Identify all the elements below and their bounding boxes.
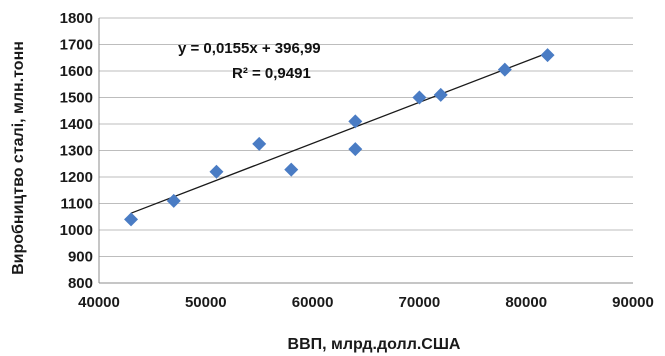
data-point bbox=[497, 62, 512, 77]
y-tick-label: 1700 bbox=[60, 37, 93, 54]
x-axis-title: ВВП, млрд.долл.США bbox=[288, 336, 461, 353]
y-tick-label: 1300 bbox=[60, 143, 93, 160]
y-tick-label: 900 bbox=[68, 249, 93, 266]
data-point bbox=[252, 136, 267, 151]
data-point bbox=[348, 142, 363, 157]
data-point bbox=[348, 114, 363, 129]
gridlines bbox=[99, 17, 633, 284]
x-tick-label: 70000 bbox=[399, 294, 441, 311]
y-axis-title: Виробництво сталі, млн.тонн bbox=[10, 41, 27, 275]
y-tick-labels: 800 900 1000 1100 1200 1300 1400 1500 1600 1700 18… bbox=[60, 10, 93, 292]
y-tick-label: 1100 bbox=[60, 196, 93, 213]
trendline-equation: y = 0,0155x + 396,99 bbox=[178, 40, 321, 57]
x-tick-label: 60000 bbox=[292, 294, 334, 311]
x-tick-labels: 40000 50000 60000 70000 80000 90000 bbox=[78, 294, 654, 311]
y-tick-label: 1400 bbox=[60, 116, 93, 133]
y-tick-label: 1000 bbox=[60, 222, 93, 239]
y-tick-label: 1600 bbox=[60, 63, 93, 80]
data-point bbox=[412, 90, 427, 105]
data-point bbox=[540, 48, 555, 63]
trendline bbox=[130, 52, 548, 214]
data-point bbox=[284, 162, 299, 177]
y-tick-label: 800 bbox=[68, 275, 93, 292]
x-tick-label: 50000 bbox=[185, 294, 227, 311]
y-tick-label: 1500 bbox=[60, 90, 93, 107]
y-tick-label: 1800 bbox=[60, 10, 93, 27]
data-point bbox=[124, 212, 139, 227]
y-tick-label: 1200 bbox=[60, 169, 93, 186]
data-point bbox=[166, 193, 181, 208]
axes bbox=[98, 18, 633, 284]
x-tick-label: 40000 bbox=[78, 294, 120, 311]
x-tick-label: 90000 bbox=[612, 294, 654, 311]
r-squared-label: R² = 0,9491 bbox=[232, 65, 311, 82]
data-point bbox=[209, 164, 224, 179]
trendline-group bbox=[130, 52, 548, 214]
x-tick-label: 80000 bbox=[505, 294, 547, 311]
data-points bbox=[124, 48, 555, 227]
data-point bbox=[433, 87, 448, 102]
